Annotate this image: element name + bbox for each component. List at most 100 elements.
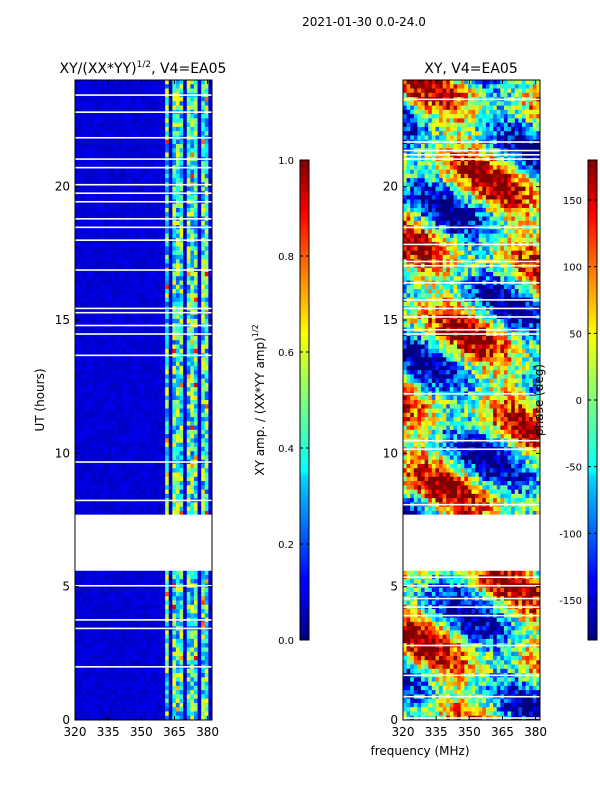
- amplitude-heatmap-cell: [179, 173, 184, 179]
- amplitude-heatmap-cell: [85, 289, 91, 294]
- amplitude-heatmap-cell: [204, 438, 209, 444]
- amplitude-heatmap-cell: [103, 80, 109, 85]
- amplitude-heatmap-cell: [136, 417, 141, 422]
- amplitude-heatmap-cell: [208, 250, 212, 256]
- amplitude-heatmap-cell: [154, 97, 159, 102]
- amplitude-heatmap-cell: [165, 254, 170, 260]
- amplitude-heatmap-cell: [103, 570, 109, 576]
- amplitude-heatmap-cell: [150, 357, 155, 363]
- amplitude-heatmap-cell: [107, 455, 112, 461]
- amplitude-heatmap-cell: [150, 621, 155, 627]
- amplitude-heatmap-cell: [129, 451, 134, 457]
- amplitude-heatmap-cell: [197, 101, 202, 107]
- amplitude-heatmap-cell: [183, 169, 188, 175]
- amplitude-heatmap-cell: [190, 506, 195, 512]
- amplitude-heatmap-cell: [75, 101, 80, 107]
- amplitude-heatmap-cell: [107, 570, 112, 576]
- amplitude-heatmap-cell: [103, 126, 109, 132]
- amplitude-heatmap-cell: [100, 425, 105, 431]
- amplitude-heatmap-cell: [168, 485, 173, 491]
- amplitude-heatmap-cell: [118, 203, 123, 209]
- amplitude-heatmap-cell: [82, 186, 87, 192]
- amplitude-heatmap-cell: [175, 387, 181, 393]
- amplitude-heatmap-cell: [85, 284, 91, 290]
- amplitude-heatmap-cell: [103, 131, 109, 137]
- amplitude-heatmap-cell: [103, 327, 109, 333]
- amplitude-heatmap-cell: [157, 613, 163, 619]
- amplitude-heatmap-cell: [157, 297, 163, 303]
- amplitude-heatmap-cell: [201, 148, 206, 154]
- amplitude-heatmap-cell: [89, 391, 94, 397]
- amplitude-heatmap-cell: [139, 592, 145, 597]
- amplitude-heatmap-cell: [204, 272, 209, 277]
- amplitude-heatmap-cell: [168, 579, 173, 585]
- amplitude-heatmap-cell: [143, 152, 148, 158]
- amplitude-heatmap-cell: [186, 668, 191, 674]
- amplitude-heatmap-cell: [121, 510, 127, 516]
- amplitude-heatmap-cell: [204, 374, 209, 380]
- amplitude-heatmap-cell: [114, 378, 119, 384]
- amplitude-heatmap-cell: [183, 502, 188, 508]
- amplitude-heatmap-cell: [165, 344, 170, 350]
- amplitude-heatmap-cell: [157, 250, 163, 256]
- amplitude-heatmap-cell: [136, 455, 141, 461]
- amplitude-heatmap-cell: [186, 387, 191, 393]
- amplitude-heatmap-cell: [201, 263, 206, 269]
- amplitude-heatmap-cell: [208, 131, 212, 137]
- amplitude-heatmap-cell: [107, 80, 112, 85]
- amplitude-heatmap-cell: [179, 314, 184, 320]
- amplitude-heatmap-cell: [100, 280, 105, 286]
- amplitude-heatmap-cell: [89, 446, 94, 452]
- amplitude-heatmap-cell: [114, 476, 119, 482]
- amplitude-heatmap-cell: [107, 382, 112, 388]
- amplitude-heatmap-cell: [75, 506, 80, 512]
- amplitude-heatmap-cell: [96, 327, 101, 333]
- amplitude-heatmap-cell: [154, 476, 159, 482]
- amplitude-heatmap-cell: [75, 596, 80, 602]
- amplitude-heatmap-cell: [179, 638, 184, 644]
- amplitude-heatmap-cell: [150, 493, 155, 499]
- amplitude-heatmap-cell: [190, 220, 195, 226]
- amplitude-heatmap-cell: [204, 161, 209, 166]
- amplitude-heatmap-cell: [175, 357, 181, 363]
- amplitude-heatmap-cell: [197, 613, 202, 619]
- amplitude-heatmap-cell: [114, 468, 119, 474]
- amplitude-heatmap-cell: [197, 412, 202, 418]
- amplitude-heatmap-cell: [201, 574, 206, 580]
- amplitude-heatmap-cell: [100, 481, 105, 486]
- amplitude-heatmap-cell: [147, 570, 152, 576]
- amplitude-heatmap-cell: [132, 280, 137, 286]
- amplitude-heatmap-cell: [93, 80, 98, 85]
- amplitude-heatmap-cell: [107, 293, 112, 299]
- amplitude-heatmap-cell: [78, 472, 83, 478]
- amplitude-heatmap-cell: [208, 365, 212, 371]
- amplitude-heatmap-cell: [75, 613, 80, 619]
- amplitude-heatmap-cell: [168, 297, 173, 303]
- amplitude-heatmap-cell: [179, 297, 184, 303]
- amplitude-heatmap-cell: [103, 596, 109, 602]
- amplitude-heatmap-cell: [190, 455, 195, 461]
- amplitude-heatmap-cell: [175, 195, 181, 201]
- amplitude-heatmap-cell: [168, 272, 173, 277]
- amplitude-heatmap-cell: [132, 88, 137, 94]
- amplitude-heatmap-cell: [208, 621, 212, 627]
- amplitude-heatmap-cell: [118, 84, 123, 90]
- amplitude-heatmap-cell: [172, 417, 177, 422]
- amplitude-heatmap-cell: [139, 374, 145, 380]
- amplitude-heatmap-cell: [78, 643, 83, 649]
- amplitude-heatmap-cell: [118, 621, 123, 627]
- amplitude-heatmap-cell: [111, 301, 116, 307]
- amplitude-heatmap-cell: [175, 451, 181, 457]
- amplitude-heatmap-cell: [197, 579, 202, 585]
- amplitude-heatmap-cell: [100, 289, 105, 294]
- amplitude-heatmap-cell: [165, 118, 170, 124]
- amplitude-heatmap-cell: [93, 442, 98, 448]
- amplitude-heatmap-cell: [121, 464, 127, 469]
- amplitude-heatmap-cell: [89, 293, 94, 299]
- amplitude-heatmap-cell: [143, 638, 148, 644]
- amplitude-heatmap-cell: [100, 412, 105, 418]
- amplitude-heatmap-cell: [107, 510, 112, 516]
- amplitude-heatmap-cell: [111, 425, 116, 431]
- amplitude-heatmap-cell: [161, 80, 166, 85]
- amplitude-heatmap-cell: [103, 178, 109, 183]
